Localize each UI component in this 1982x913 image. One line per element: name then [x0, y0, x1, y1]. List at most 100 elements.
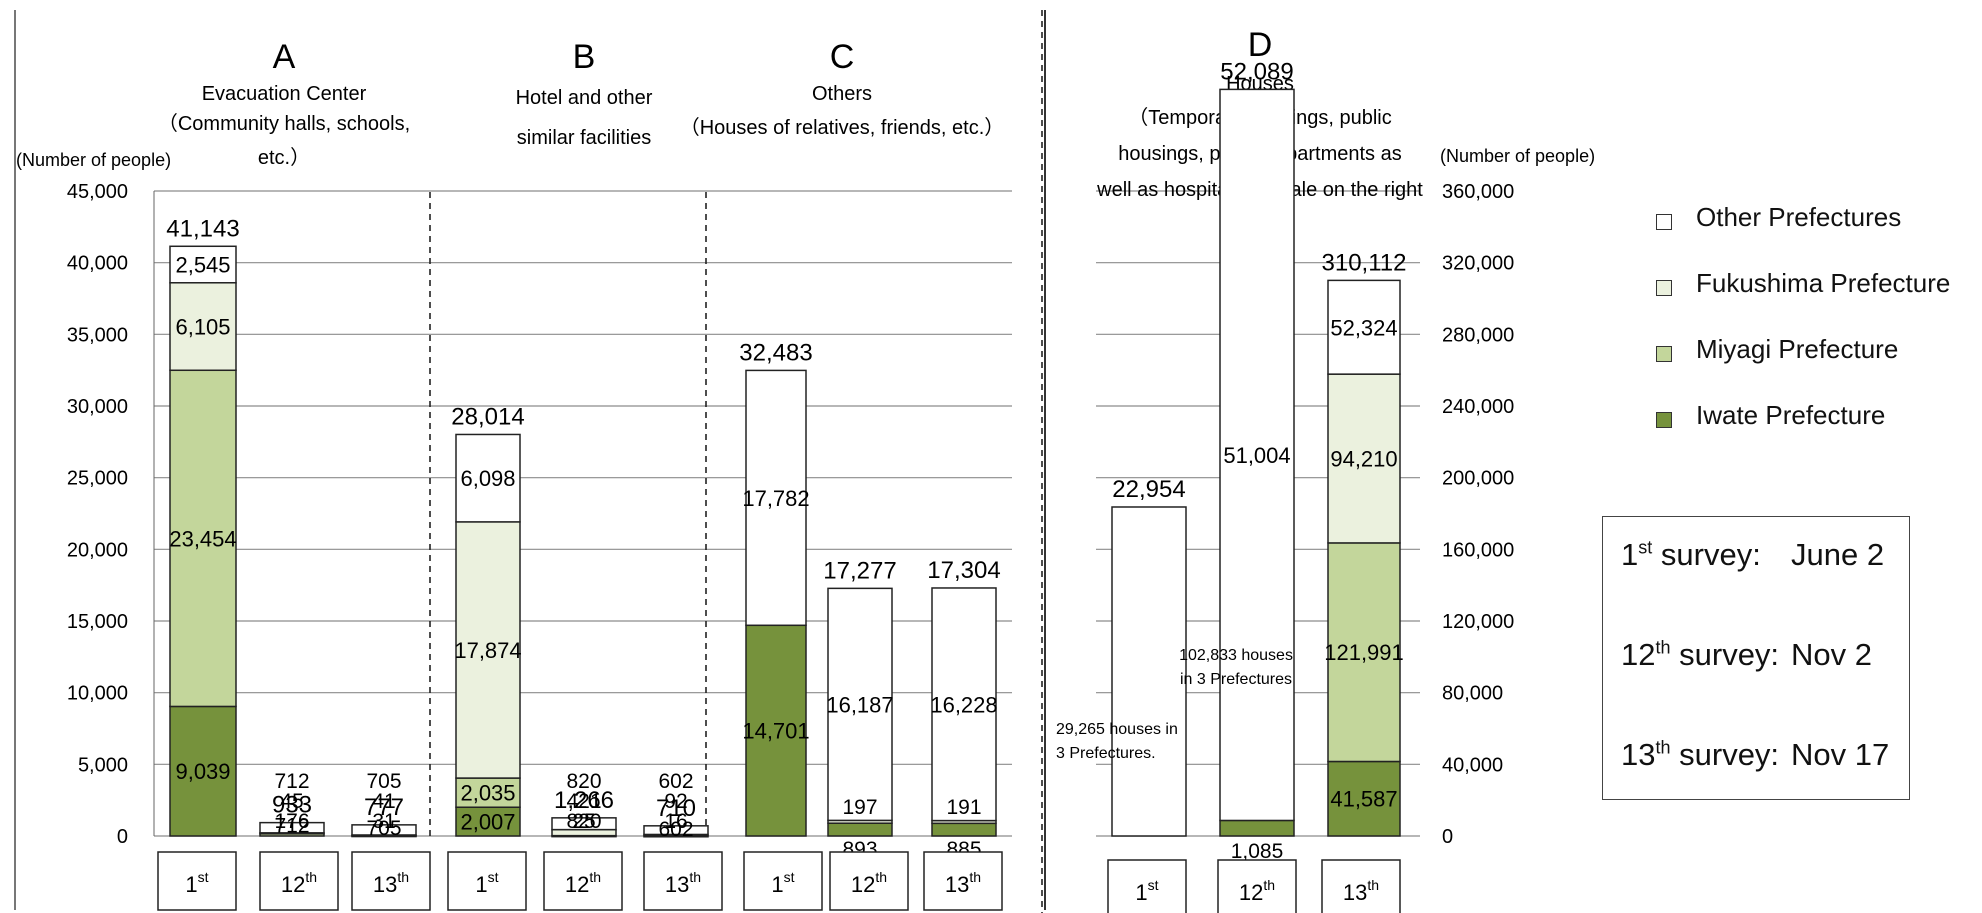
left-tick-label: 25,000 — [67, 468, 128, 490]
bar-total-label: 17,277 — [823, 557, 896, 584]
survey-label: 1st — [1135, 877, 1158, 905]
bar-segment-other — [169, 245, 237, 284]
bar-segment-label: 121,991 — [1324, 640, 1404, 665]
bar-segment-label: 17,782 — [742, 486, 809, 511]
left-panel-frame — [14, 10, 1046, 910]
survey-label-box — [157, 851, 237, 911]
survey-label-number: 12 — [851, 872, 875, 897]
bar-segment-label: 602 — [658, 818, 693, 841]
survey-label-number: 1 — [185, 872, 197, 897]
bar-segment-label: 820 — [566, 810, 601, 833]
legend-swatch-miyagi — [1656, 346, 1672, 362]
group-letter-a: A — [273, 38, 296, 76]
survey-label-box — [543, 851, 623, 911]
bar-total-label: 32,483 — [739, 339, 812, 366]
survey-label-box — [1217, 859, 1297, 913]
bar-segment-label: 602 — [658, 770, 693, 793]
bar-segment-label: 41,587 — [1330, 787, 1397, 812]
survey-word: survey: — [1679, 637, 1780, 672]
bar-segment-label: 421 — [566, 790, 601, 813]
bar-segment-other — [931, 587, 997, 822]
bar-segment-label: 2,035 — [460, 781, 515, 806]
bar-total-label: 41,143 — [166, 215, 239, 242]
bar-segment-label: 92 — [664, 790, 687, 813]
bar-segment-label: 41 — [372, 790, 395, 813]
survey-label-suffix: th — [397, 869, 409, 885]
survey-label-suffix: th — [589, 869, 601, 885]
left-tick-label: 20,000 — [67, 539, 128, 561]
bar-segment-iwate — [745, 624, 807, 837]
survey-label-box — [743, 851, 823, 911]
group-letter-d: D — [1248, 26, 1273, 64]
survey-row-1st: 1st survey: June 2 — [1621, 537, 1884, 573]
bar-segment-label: 712 — [274, 770, 309, 793]
survey-label-suffix: th — [969, 869, 981, 885]
survey-dates-box: 1st survey: June 2 12th survey: Nov 2 13… — [1602, 516, 1910, 800]
bar-segment-label: 31 — [372, 810, 395, 833]
group-subtitle: similar facilities — [517, 127, 651, 149]
survey-label-number: 12 — [1239, 880, 1263, 905]
bar-segment-other — [827, 587, 893, 822]
bar-segment-label: 16 — [664, 810, 687, 833]
left-axis-unit: (Number of people) — [16, 150, 171, 170]
bar-segment-other — [351, 824, 417, 836]
survey-label-number: 13 — [665, 872, 689, 897]
bar-segment-label: 17,874 — [454, 638, 521, 663]
bar-total-label: 777 — [364, 794, 404, 821]
left-tick-label: 15,000 — [67, 611, 128, 633]
survey-label-box — [1321, 859, 1401, 913]
survey-label-suffix: th — [305, 869, 317, 885]
bar-segment-label: 52,324 — [1330, 315, 1397, 340]
right-tick-label: 240,000 — [1442, 396, 1514, 418]
bar-segment-fukushima — [169, 282, 237, 372]
bar-segment-other — [1219, 88, 1295, 822]
left-tick-label: 0 — [117, 826, 128, 848]
legend-label-fukushima: Fukushima Prefecture — [1696, 268, 1951, 298]
group-subtitle: Hotel and other — [516, 87, 653, 109]
bar-segment-label: 23,454 — [169, 526, 236, 551]
survey-label-number: 1 — [1135, 880, 1147, 905]
survey-label-suffix: th — [1263, 877, 1275, 893]
survey-label: 12th — [281, 869, 317, 897]
legend-swatch-iwate — [1656, 412, 1672, 428]
survey-date: Nov 17 — [1791, 737, 1890, 772]
bar-segment-label: 176 — [274, 810, 309, 833]
survey-word: survey: — [1660, 537, 1761, 572]
survey-label-suffix: th — [1367, 877, 1379, 893]
survey-number: 1 — [1621, 537, 1639, 572]
left-tick-label: 40,000 — [67, 253, 128, 275]
survey-label-suffix: st — [1148, 877, 1159, 893]
bar-segment-iwate — [1219, 819, 1295, 837]
survey-suffix: th — [1655, 637, 1671, 658]
survey-label: 13th — [665, 869, 701, 897]
survey-label-box — [829, 851, 909, 911]
right-tick-label: 80,000 — [1442, 683, 1503, 705]
bar-segment-other — [745, 369, 807, 627]
bar-segment-label: 2,007 — [460, 810, 515, 835]
bar-segment-other — [1111, 506, 1187, 837]
right-tick-label: 360,000 — [1442, 181, 1514, 203]
bar-segment-miyagi — [1327, 542, 1401, 763]
annotation-d-first: 29,265 houses in — [1056, 721, 1178, 738]
bar-segment-iwate — [931, 822, 997, 837]
survey-label-box — [259, 851, 339, 911]
bar-segment-label: 1,085 — [1231, 840, 1284, 863]
legend-label-miyagi: Miyagi Prefecture — [1696, 334, 1899, 364]
bar-segment-label: 712 — [274, 815, 309, 838]
left-tick-label: 35,000 — [67, 324, 128, 346]
annotation-d-twelfth: in 3 Prefectures — [1180, 671, 1292, 688]
bar-segment-label: 16,228 — [930, 692, 997, 717]
survey-label: 1st — [771, 869, 794, 897]
survey-row-12th: 12th survey: Nov 2 — [1621, 637, 1872, 673]
survey-label-number: 1 — [771, 872, 783, 897]
survey-label-box — [447, 851, 527, 911]
survey-date: June 2 — [1791, 537, 1885, 572]
survey-label-number: 12 — [565, 872, 589, 897]
bar-segment-iwate — [827, 822, 893, 837]
bar-total-label: 1,266 — [554, 787, 614, 814]
bar-segment-label: 16,187 — [826, 692, 893, 717]
right-tick-label: 320,000 — [1442, 253, 1514, 275]
bar-segment-other — [551, 817, 617, 831]
bar-segment-other — [1327, 279, 1401, 375]
